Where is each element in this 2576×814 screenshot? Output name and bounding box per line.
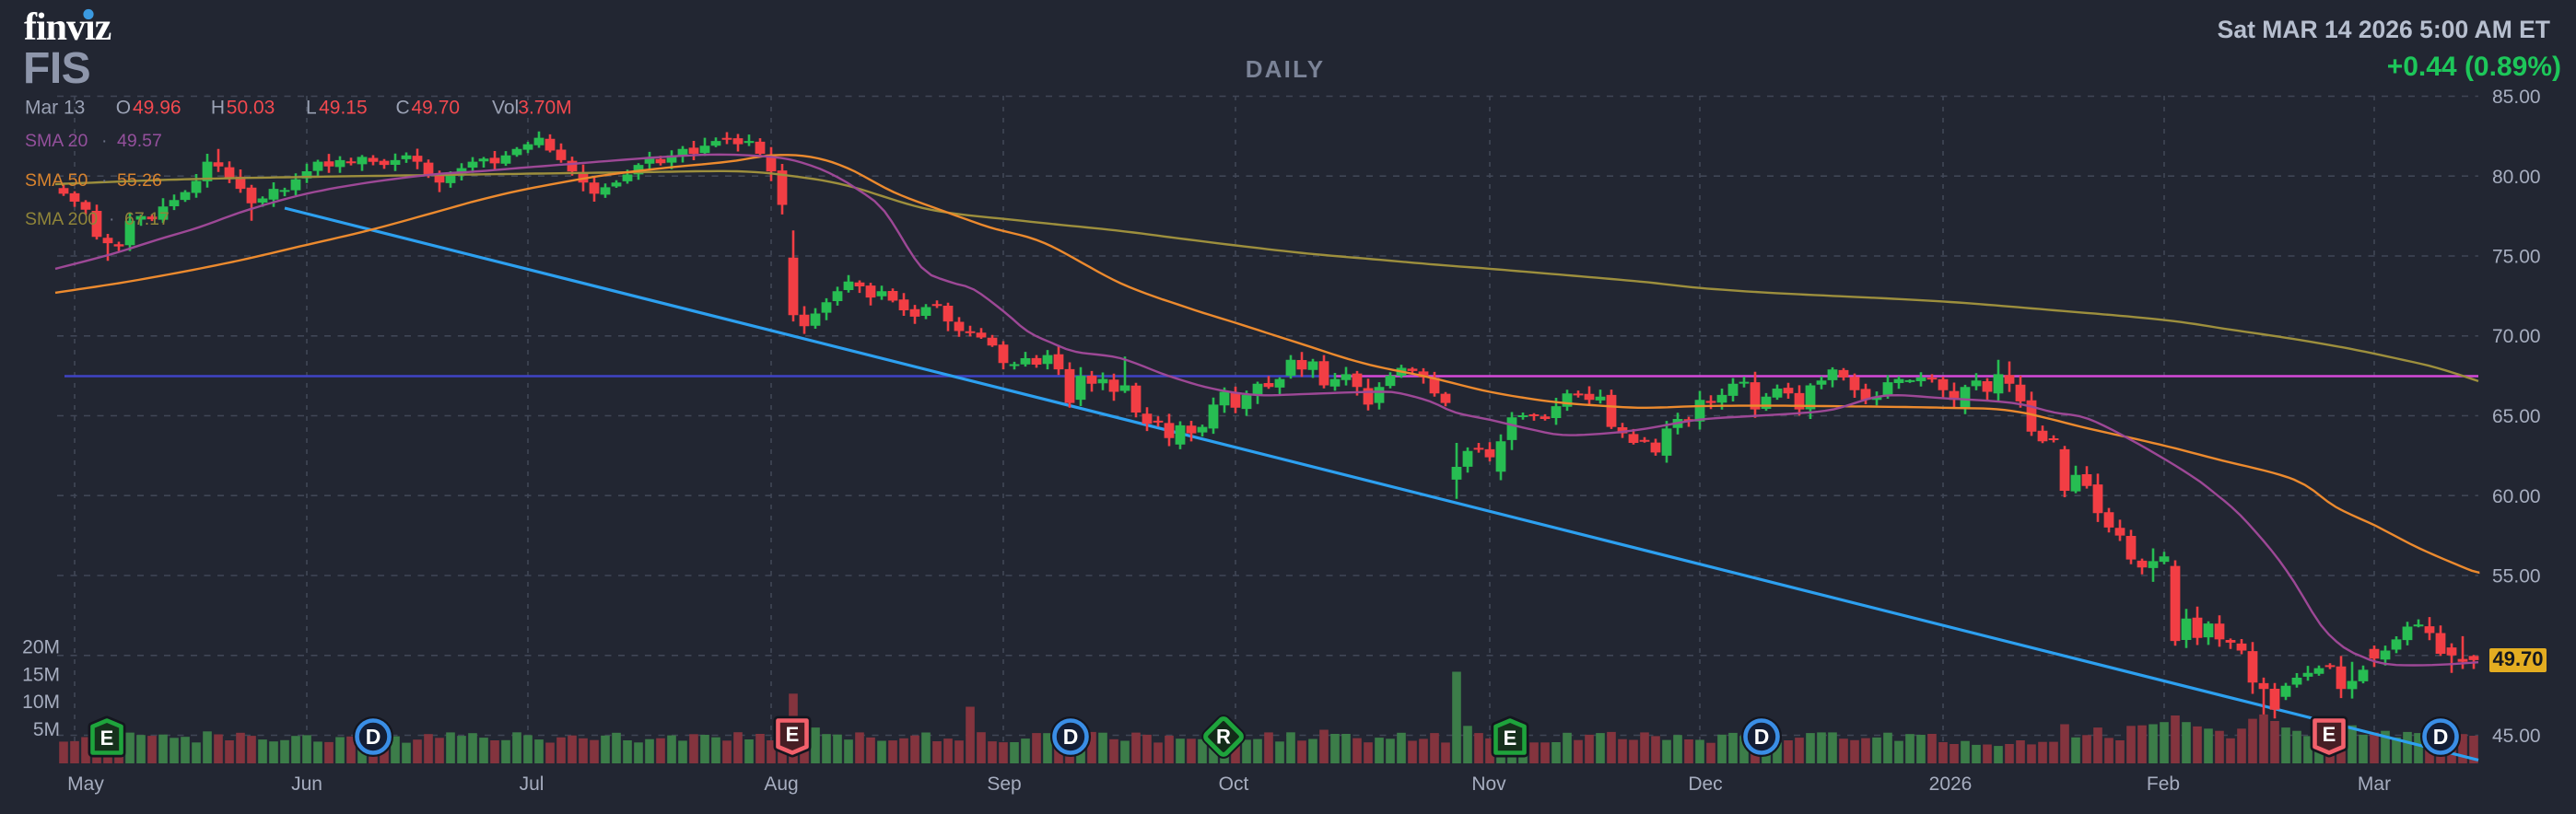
svg-text:Aug: Aug — [764, 773, 798, 795]
svg-text:+0.44 (0.89%): +0.44 (0.89%) — [2387, 52, 2561, 82]
svg-text:49.70: 49.70 — [412, 98, 461, 119]
svg-text:5M: 5M — [33, 719, 60, 740]
svg-text:D: D — [366, 725, 381, 749]
svg-text:·: · — [109, 209, 115, 229]
svg-text:67.17: 67.17 — [124, 209, 170, 229]
svg-text:SMA 50: SMA 50 — [25, 170, 88, 191]
svg-text:10M: 10M — [22, 692, 60, 713]
svg-text:Jul: Jul — [520, 773, 544, 795]
svg-text:20M: 20M — [22, 637, 60, 658]
svg-text:Sep: Sep — [987, 773, 1021, 795]
svg-text:C: C — [396, 98, 410, 119]
svg-text:60.00: 60.00 — [2492, 486, 2541, 507]
svg-text:49.96: 49.96 — [133, 98, 181, 119]
svg-text:Mar: Mar — [2358, 773, 2391, 795]
svg-text:E: E — [2323, 723, 2336, 746]
svg-text:45.00: 45.00 — [2492, 726, 2541, 747]
svg-text:49.15: 49.15 — [319, 98, 368, 119]
svg-text:Dec: Dec — [1688, 773, 1722, 795]
svg-text:D: D — [1754, 725, 1770, 749]
svg-text:55.26: 55.26 — [117, 170, 162, 191]
svg-text:50.03: 50.03 — [227, 98, 275, 119]
svg-text:·: · — [101, 131, 108, 151]
svg-text:L: L — [306, 98, 317, 119]
svg-text:70.00: 70.00 — [2492, 326, 2541, 347]
svg-text:2026: 2026 — [1929, 773, 1973, 795]
svg-text:H: H — [211, 98, 225, 119]
svg-text:DAILY: DAILY — [1246, 55, 1326, 83]
svg-text:49.57: 49.57 — [117, 131, 162, 151]
svg-text:15M: 15M — [22, 664, 60, 685]
svg-text:Vol: Vol — [492, 98, 519, 119]
svg-text:·: · — [101, 170, 108, 191]
svg-text:E: E — [100, 727, 114, 750]
svg-text:Jun: Jun — [291, 773, 322, 795]
svg-text:finviz: finviz — [24, 6, 111, 49]
svg-text:85.00: 85.00 — [2492, 87, 2541, 108]
svg-text:55.00: 55.00 — [2492, 566, 2541, 587]
svg-text:E: E — [1504, 727, 1517, 750]
svg-text:75.00: 75.00 — [2492, 247, 2541, 268]
svg-text:Nov: Nov — [1471, 773, 1506, 795]
svg-text:80.00: 80.00 — [2492, 167, 2541, 188]
svg-text:Mar 13: Mar 13 — [25, 98, 85, 119]
svg-text:SMA 200: SMA 200 — [25, 209, 98, 229]
svg-text:R: R — [1216, 726, 1231, 749]
svg-text:65.00: 65.00 — [2492, 406, 2541, 427]
svg-text:49.70: 49.70 — [2492, 647, 2543, 670]
svg-text:Feb: Feb — [2147, 773, 2180, 795]
svg-text:SMA 20: SMA 20 — [25, 131, 88, 151]
svg-text:D: D — [1063, 725, 1079, 749]
svg-text:3.70M: 3.70M — [518, 98, 571, 119]
svg-text:D: D — [2433, 725, 2449, 749]
svg-text:O: O — [116, 98, 131, 119]
svg-text:May: May — [67, 773, 104, 795]
svg-text:FIS: FIS — [23, 44, 90, 93]
svg-text:Sat MAR 14 2026 5:00 AM ET: Sat MAR 14 2026 5:00 AM ET — [2218, 16, 2550, 43]
svg-text:Oct: Oct — [1219, 773, 1249, 795]
svg-text:E: E — [786, 723, 800, 746]
